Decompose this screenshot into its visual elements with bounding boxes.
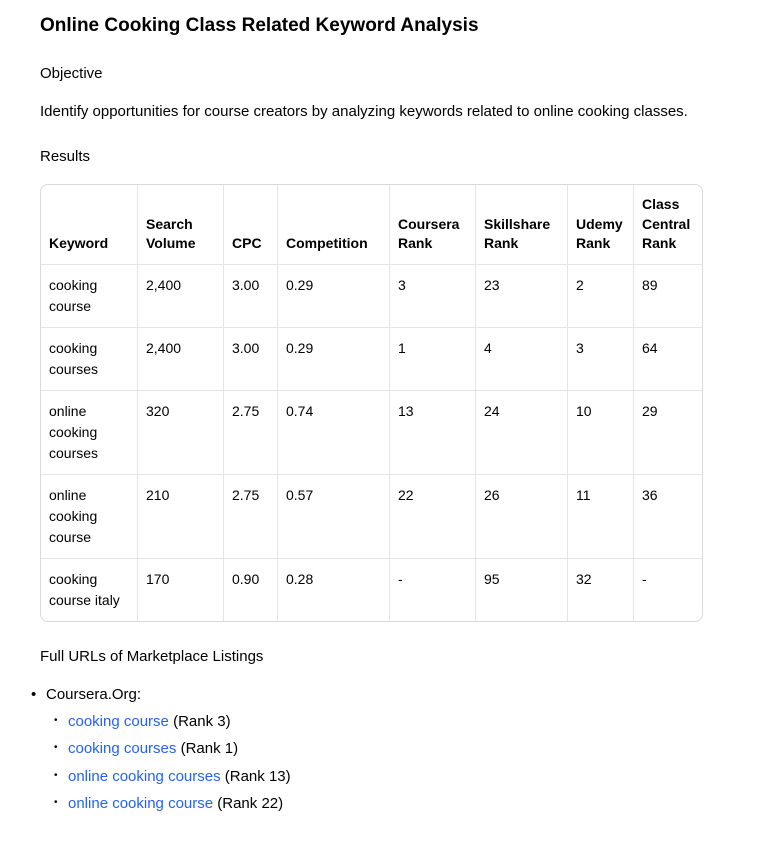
rank-suffix: (Rank 3): [169, 713, 231, 730]
cell-comp: 0.28: [278, 559, 390, 621]
cell-classcentral: 36: [634, 475, 702, 559]
keyword-link[interactable]: online cooking courses: [68, 768, 221, 785]
list-item: cooking courses (Rank 1): [68, 738, 726, 761]
cell-volume: 210: [138, 475, 224, 559]
cell-cpc: 2.75: [224, 391, 278, 475]
rank-suffix: (Rank 13): [221, 768, 291, 785]
list-item: Coursera.Org: cooking course (Rank 3) co…: [40, 684, 726, 816]
keyword-link[interactable]: online cooking course: [68, 795, 213, 812]
results-heading: Results: [40, 146, 726, 169]
keyword-link[interactable]: cooking courses: [68, 740, 176, 757]
cell-cpc: 3.00: [224, 328, 278, 391]
cell-udemy: 3: [568, 328, 634, 391]
cell-classcentral: 29: [634, 391, 702, 475]
cell-classcentral: 64: [634, 328, 702, 391]
cell-comp: 0.29: [278, 265, 390, 328]
table-row: cooking course italy 170 0.90 0.28 - 95 …: [41, 559, 702, 621]
cell-skillshare: 26: [476, 475, 568, 559]
cell-classcentral: -: [634, 559, 702, 621]
cell-udemy: 2: [568, 265, 634, 328]
col-coursera-rank: Coursera Rank: [390, 185, 476, 265]
col-cpc: CPC: [224, 185, 278, 265]
cell-volume: 320: [138, 391, 224, 475]
cell-volume: 2,400: [138, 265, 224, 328]
rank-suffix: (Rank 22): [213, 795, 283, 812]
col-class-central-rank: Class Central Rank: [634, 185, 702, 265]
cell-skillshare: 4: [476, 328, 568, 391]
objective-text: Identify opportunities for course creato…: [40, 101, 726, 124]
marketplace-list: Coursera.Org: cooking course (Rank 3) co…: [40, 684, 726, 816]
keyword-table: Keyword Search Volume CPC Competition Co…: [40, 184, 703, 622]
cell-keyword: online cooking course: [41, 475, 138, 559]
site-label: Coursera.Org:: [46, 686, 141, 703]
page-title: Online Cooking Class Related Keyword Ana…: [40, 12, 726, 41]
cell-cpc: 2.75: [224, 475, 278, 559]
table-header-row: Keyword Search Volume CPC Competition Co…: [41, 185, 702, 265]
cell-udemy: 32: [568, 559, 634, 621]
cell-coursera: 1: [390, 328, 476, 391]
keyword-link[interactable]: cooking course: [68, 713, 169, 730]
cell-skillshare: 95: [476, 559, 568, 621]
cell-keyword: online cooking courses: [41, 391, 138, 475]
cell-volume: 170: [138, 559, 224, 621]
cell-comp: 0.29: [278, 328, 390, 391]
cell-classcentral: 89: [634, 265, 702, 328]
cell-skillshare: 24: [476, 391, 568, 475]
url-sublist: cooking course (Rank 3) cooking courses …: [46, 711, 726, 816]
cell-coursera: 3: [390, 265, 476, 328]
cell-coursera: 13: [390, 391, 476, 475]
rank-suffix: (Rank 1): [176, 740, 238, 757]
cell-keyword: cooking courses: [41, 328, 138, 391]
col-udemy-rank: Udemy Rank: [568, 185, 634, 265]
cell-cpc: 0.90: [224, 559, 278, 621]
col-skillshare-rank: Skillshare Rank: [476, 185, 568, 265]
cell-comp: 0.74: [278, 391, 390, 475]
cell-keyword: cooking course: [41, 265, 138, 328]
cell-udemy: 10: [568, 391, 634, 475]
list-item: online cooking courses (Rank 13): [68, 766, 726, 789]
cell-coursera: -: [390, 559, 476, 621]
table-row: cooking courses 2,400 3.00 0.29 1 4 3 64: [41, 328, 702, 391]
cell-volume: 2,400: [138, 328, 224, 391]
cell-skillshare: 23: [476, 265, 568, 328]
col-search-volume: Search Volume: [138, 185, 224, 265]
cell-keyword: cooking course italy: [41, 559, 138, 621]
cell-udemy: 11: [568, 475, 634, 559]
cell-coursera: 22: [390, 475, 476, 559]
list-item: cooking course (Rank 3): [68, 711, 726, 734]
table-row: online cooking courses 320 2.75 0.74 13 …: [41, 391, 702, 475]
col-competition: Competition: [278, 185, 390, 265]
table-row: online cooking course 210 2.75 0.57 22 2…: [41, 475, 702, 559]
cell-comp: 0.57: [278, 475, 390, 559]
cell-cpc: 3.00: [224, 265, 278, 328]
list-item: online cooking course (Rank 22): [68, 793, 726, 816]
objective-heading: Objective: [40, 63, 726, 86]
col-keyword: Keyword: [41, 185, 138, 265]
table-row: cooking course 2,400 3.00 0.29 3 23 2 89: [41, 265, 702, 328]
urls-heading: Full URLs of Marketplace Listings: [40, 646, 726, 669]
